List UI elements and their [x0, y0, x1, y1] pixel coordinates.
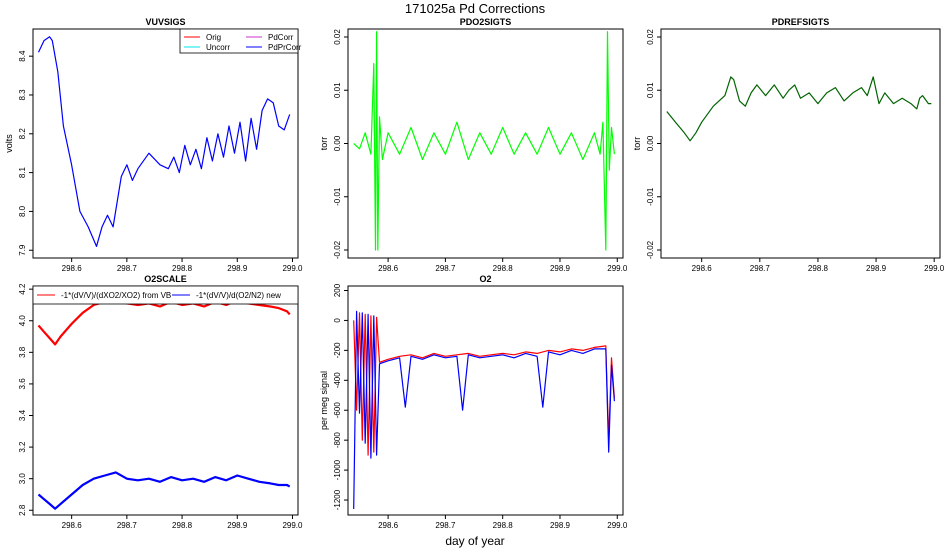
legend-label-vuvsigs-2: PdCorr [268, 33, 294, 42]
x-tick-label-pdrefsigts-0: 298.6 [692, 264, 713, 273]
y-tick-label-vuvsigs-5: 8.4 [18, 50, 27, 62]
y-tick-label-vuvsigs-1: 8.0 [18, 205, 27, 217]
y-tick-label-o2-4: -400 [333, 372, 342, 389]
chart-title-o2: O2 [479, 274, 491, 284]
legend-box-vuvsigs [179, 28, 299, 54]
legend-label-o2scale-1: -1*(dV/V)/d(O2/N2) new [196, 291, 281, 300]
x-tick-label-vuvsigs-3: 298.9 [227, 264, 248, 273]
x-tick-label-pdo2sigts-4: 299.0 [607, 264, 628, 273]
figure-xlabel: day of year [445, 534, 504, 548]
y-tick-label-o2-3: -600 [333, 402, 342, 419]
series-line-pdo2sigts-0 [353, 31, 615, 251]
x-tick-label-pdo2sigts-2: 298.8 [493, 264, 514, 273]
y-tick-label-pdrefsigts-0: -0.02 [646, 240, 655, 259]
x-tick-label-o2scale-2: 298.8 [172, 521, 193, 530]
y-tick-label-pdo2sigts-0: -0.02 [333, 240, 342, 259]
y-axis-label-pdo2sigts: torr [319, 137, 329, 151]
x-tick-label-pdrefsigts-3: 298.9 [866, 264, 887, 273]
y-tick-label-vuvsigs-0: 7.9 [18, 244, 27, 256]
series-line-o2-1 [353, 310, 615, 510]
panel-vuvsigs: VUVSIGS 298.6 298.7 298.8 298.9 299.0 7.9 8.0 8.… [4, 17, 303, 273]
panel-pdrefsigts: PDREFSIGTS 298.6 298.7 298.8 298.9 299.0 -0.02… [632, 17, 945, 273]
x-tick-label-pdrefsigts-1: 298.7 [750, 264, 771, 273]
y-tick-label-o2scale-5: 3.8 [18, 346, 27, 358]
y-axis-label-o2: per meg signal [319, 371, 329, 430]
series-line-pdrefsigts-0 [666, 76, 932, 142]
y-tick-label-o2-2: -800 [333, 432, 342, 449]
series-line-o2-0 [353, 312, 615, 456]
x-tick-label-o2-4: 299.0 [607, 521, 628, 530]
legend-box-o2scale [32, 285, 299, 305]
y-tick-label-pdo2sigts-2: 0.00 [333, 135, 342, 151]
y-tick-label-pdrefsigts-4: 0.02 [646, 29, 655, 45]
y-axis-label-pdrefsigts: torr [632, 137, 642, 151]
y-tick-label-pdo2sigts-4: 0.02 [333, 29, 342, 45]
legend-o2scale: -1*(dV/V)/(dXO2/XO2) from VB -1*(dV/V)/d(… [32, 285, 299, 305]
x-tick-label-pdo2sigts-1: 298.7 [435, 264, 456, 273]
series-line-o2scale-1 [37, 471, 291, 510]
x-tick-label-vuvsigs-1: 298.7 [117, 264, 138, 273]
x-tick-label-vuvsigs-2: 298.8 [172, 264, 193, 273]
y-tick-label-o2-0: -1200 [333, 489, 342, 510]
series-line-o2scale-0 [37, 299, 291, 346]
x-tick-label-o2scale-0: 298.6 [62, 521, 83, 530]
panel-pdo2sigts: PDO2SIGTS 298.6 298.7 298.8 298.9 299.0 -0.02 -… [319, 17, 628, 273]
x-tick-label-o2scale-4: 299.0 [282, 521, 303, 530]
y-tick-label-o2scale-0: 2.8 [18, 504, 27, 516]
x-tick-label-o2-2: 298.8 [493, 521, 514, 530]
panel-o2scale: O2SCALE 298.6 298.7 298.8 298.9 299.0 2.8 3.0 3.… [18, 274, 303, 530]
panel-o2: O2 298.6 298.7 298.8 298.9 299.0 -1200 -1000 -80… [319, 274, 628, 530]
plot-frame-vuvsigs [32, 28, 299, 259]
y-tick-label-o2scale-3: 3.4 [18, 409, 27, 421]
legend-label-vuvsigs-1: Uncorr [206, 43, 230, 52]
x-tick-label-pdrefsigts-4: 299.0 [924, 264, 945, 273]
y-tick-label-o2scale-4: 3.6 [18, 378, 27, 390]
y-tick-label-o2-6: 0 [333, 318, 342, 323]
y-tick-label-pdrefsigts-3: 0.01 [646, 82, 655, 98]
x-tick-label-pdo2sigts-0: 298.6 [378, 264, 399, 273]
y-tick-label-o2scale-1: 3.0 [18, 473, 27, 485]
y-tick-label-vuvsigs-3: 8.2 [18, 128, 27, 140]
y-tick-label-o2-1: -1000 [333, 459, 342, 480]
y-tick-label-pdo2sigts-1: -0.01 [333, 187, 342, 206]
chart-title-pdrefsigts: PDREFSIGTS [772, 17, 830, 27]
x-tick-label-o2scale-3: 298.9 [227, 521, 248, 530]
y-axis-label-vuvsigs: volts [4, 134, 14, 153]
y-tick-label-pdrefsigts-1: -0.01 [646, 187, 655, 206]
x-tick-label-vuvsigs-4: 299.0 [282, 264, 303, 273]
series-line-vuvsigs-0 [37, 36, 291, 247]
plot-frame-o2 [347, 285, 624, 516]
x-tick-label-o2scale-1: 298.7 [117, 521, 138, 530]
legend-label-vuvsigs-3: PdPrCorr [268, 43, 302, 52]
x-tick-label-pdo2sigts-3: 298.9 [550, 264, 571, 273]
chart-title-vuvsigs: VUVSIGS [145, 17, 185, 27]
x-tick-label-o2-1: 298.7 [435, 521, 456, 530]
y-tick-label-vuvsigs-4: 8.3 [18, 89, 27, 101]
y-tick-label-o2-5: -200 [333, 342, 342, 359]
y-tick-label-o2scale-6: 4.0 [18, 315, 27, 327]
y-tick-label-o2-7: 200 [333, 283, 342, 297]
figure-title: 171025a Pd Corrections [405, 1, 546, 16]
legend-label-o2scale-0: -1*(dV/V)/(dXO2/XO2) from VB [61, 291, 171, 300]
panels: VUVSIGS 298.6 298.7 298.8 298.9 299.0 7.9 8.0 8.… [4, 17, 945, 530]
chart-title-o2scale: O2SCALE [144, 274, 187, 284]
y-tick-label-o2scale-2: 3.2 [18, 441, 27, 453]
legend-label-vuvsigs-0: Orig [206, 33, 221, 42]
y-tick-label-pdrefsigts-2: 0.00 [646, 135, 655, 151]
y-tick-label-vuvsigs-2: 8.1 [18, 167, 27, 179]
x-tick-label-vuvsigs-0: 298.6 [62, 264, 83, 273]
x-tick-label-o2-0: 298.6 [378, 521, 399, 530]
y-tick-label-pdo2sigts-3: 0.01 [333, 82, 342, 98]
chart-title-pdo2sigts: PDO2SIGTS [460, 17, 512, 27]
x-tick-label-o2-3: 298.9 [550, 521, 571, 530]
y-tick-label-o2scale-7: 4.2 [18, 283, 27, 295]
x-tick-label-pdrefsigts-2: 298.8 [808, 264, 829, 273]
